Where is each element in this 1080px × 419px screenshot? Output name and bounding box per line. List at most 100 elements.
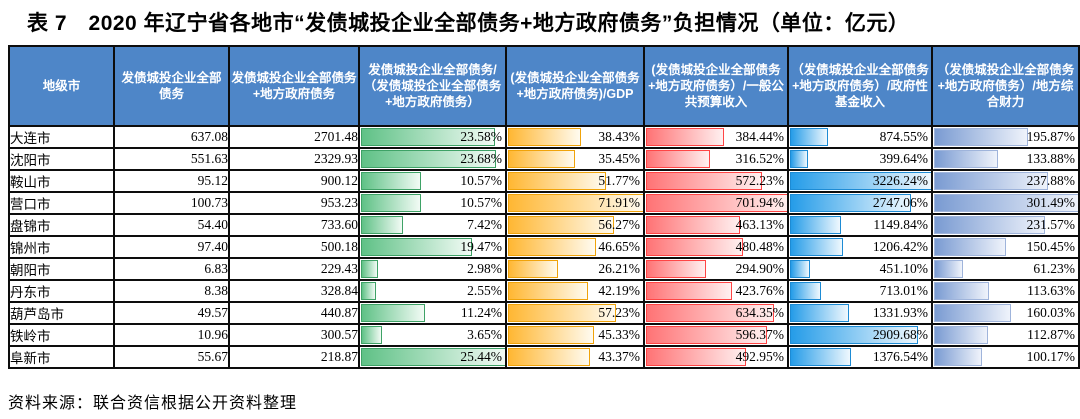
data-bar-yellow [508, 282, 588, 300]
data-bar-green [361, 282, 376, 300]
data-bar-steel [934, 150, 999, 168]
bar-value: 43.37% [598, 349, 640, 364]
bar-value: 463.13% [735, 217, 784, 232]
data-bar-yellow [508, 238, 597, 256]
bar-value: 61.23% [1033, 261, 1075, 276]
bar-value: 195.87% [1026, 129, 1075, 144]
bar-value: 2747.06% [872, 195, 928, 210]
value-cell: 551.63 [113, 147, 230, 171]
bar-cell: 2.55% [358, 279, 507, 303]
data-bar-steel [934, 282, 989, 300]
data-bar-red [646, 216, 740, 234]
bar-cell: 2.98% [358, 257, 507, 281]
bar-value: 384.44% [735, 129, 784, 144]
bar-value: 1376.54% [872, 349, 928, 364]
table-row: 丹东市 8.38 328.84 2.55% 42.19% 423.76% 713.01% 11… [8, 279, 1080, 303]
bar-cell: 10.57% [358, 191, 507, 215]
bar-cell: 42.19% [505, 279, 645, 303]
bar-cell: 1206.42% [787, 235, 933, 259]
city-cell: 大连市 [8, 125, 115, 149]
table-row: 营口市 100.73 953.23 10.57% 71.91% 701.94% 2747.0… [8, 191, 1080, 215]
column-header-city: 地级市 [8, 45, 115, 127]
bar-cell: 7.42% [358, 213, 507, 237]
value-cell: 328.84 [228, 279, 360, 303]
value-cell: 2329.93 [228, 147, 360, 171]
bar-cell: 160.03% [931, 301, 1080, 325]
bar-value: 160.03% [1026, 305, 1075, 320]
bar-value: 634.35% [735, 305, 784, 320]
data-bar-green [361, 260, 378, 278]
data-bar-green [361, 238, 472, 256]
bar-value: 25.44% [460, 349, 502, 364]
bar-cell: 195.87% [931, 125, 1080, 149]
column-header-ratio_share: 发债城投企业全部债务/（发债城投企业全部债务+地方政府债务） [358, 45, 507, 127]
bar-value: 100.17% [1026, 349, 1075, 364]
bar-cell: 3.65% [358, 323, 507, 347]
bar-value: 46.65% [598, 239, 640, 254]
bar-cell: 294.90% [643, 257, 789, 281]
data-bar-red [646, 128, 724, 146]
bar-value: 35.45% [598, 151, 640, 166]
bar-value: 23.58% [460, 129, 502, 144]
bar-value: 572.23% [735, 173, 784, 188]
bar-value: 10.57% [460, 195, 502, 210]
bar-value: 492.95% [735, 349, 784, 364]
data-bar-yellow [508, 128, 581, 146]
city-cell: 阜新市 [8, 345, 115, 369]
value-cell: 900.12 [228, 169, 360, 193]
data-bar-yellow [508, 348, 591, 366]
table-row: 鞍山市 95.12 900.12 10.57% 51.77% 572.23% 3226.24… [8, 169, 1080, 193]
value-cell: 953.23 [228, 191, 360, 215]
bar-value: 57.23% [598, 305, 640, 320]
city-cell: 鞍山市 [8, 169, 115, 193]
value-cell: 54.40 [113, 213, 230, 237]
data-bar-red [646, 282, 732, 300]
data-bar-green [361, 150, 496, 168]
bar-value: 150.45% [1026, 239, 1075, 254]
data-bar-blue [790, 282, 822, 300]
bar-value: 42.19% [598, 283, 640, 298]
data-bar-yellow [508, 304, 617, 322]
data-bar-steel [934, 348, 983, 366]
bar-value: 51.77% [598, 173, 640, 188]
source-note: 资料来源：联合资信根据公开资料整理 [8, 395, 298, 412]
bar-cell: 1376.54% [787, 345, 933, 369]
bar-cell: 596.37% [643, 323, 789, 347]
bar-value: 399.64% [879, 151, 928, 166]
value-cell: 500.18 [228, 235, 360, 259]
data-bar-yellow [508, 194, 642, 212]
data-bar-blue [790, 172, 930, 190]
data-bar-steel [934, 172, 1049, 190]
bar-value: 10.57% [460, 173, 502, 188]
bar-value: 1149.84% [873, 217, 928, 232]
data-bar-steel [934, 216, 1046, 234]
bar-cell: 61.23% [931, 257, 1080, 281]
data-bar-yellow [508, 326, 594, 344]
bar-cell: 38.43% [505, 125, 645, 149]
bar-cell: 10.57% [358, 169, 507, 193]
bar-cell: 56.27% [505, 213, 645, 237]
value-cell: 6.83 [113, 257, 230, 281]
city-cell: 营口市 [8, 191, 115, 215]
data-bar-green [361, 216, 404, 234]
data-bar-green [361, 194, 422, 212]
bar-value: 3226.24% [872, 173, 928, 188]
data-bar-blue [790, 238, 844, 256]
bar-cell: 3226.24% [787, 169, 933, 193]
bar-value: 596.37% [735, 327, 784, 342]
bar-value: 38.43% [598, 129, 640, 144]
bar-value: 480.48% [735, 239, 784, 254]
table-row: 大连市 637.08 2701.48 23.58% 38.43% 384.44% 874.5… [8, 125, 1080, 149]
data-bar-red [646, 172, 762, 190]
column-header-debt: 发债城投企业全部债务 [113, 45, 230, 127]
table-row: 葫芦岛市 49.57 440.87 11.24% 57.23% 634.35% 1331.9… [8, 301, 1080, 325]
bar-cell: 634.35% [643, 301, 789, 325]
bar-cell: 45.33% [505, 323, 645, 347]
bar-value: 2909.68% [872, 327, 928, 342]
bar-value: 3.65% [467, 327, 502, 342]
bar-cell: 150.45% [931, 235, 1080, 259]
bar-value: 451.10% [879, 261, 928, 276]
data-bar-blue [790, 326, 919, 344]
data-bar-steel [934, 260, 964, 278]
bar-value: 713.01% [879, 283, 928, 298]
